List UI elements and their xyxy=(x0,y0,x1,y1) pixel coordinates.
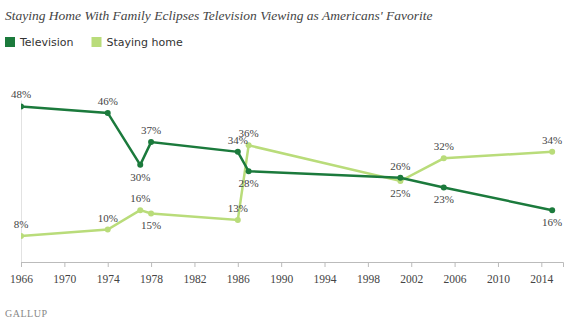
x-tick: 1994 xyxy=(314,262,337,285)
x-tick-mark xyxy=(281,262,282,267)
x-tick-label: 2002 xyxy=(400,273,423,285)
x-axis: 1966 1970 1974 1978 1982 1986 1990 1994 1998 2002… xyxy=(10,262,564,285)
x-tick: 2002 xyxy=(400,262,423,285)
x-tick-label: 1974 xyxy=(97,273,120,285)
data-label: 26% xyxy=(390,160,410,172)
x-tick-mark xyxy=(411,262,412,267)
data-label: 36% xyxy=(239,127,259,139)
x-tick: 1970 xyxy=(53,262,76,285)
point xyxy=(21,103,24,109)
x-tick-mark xyxy=(21,262,22,267)
x-tick: 1990 xyxy=(270,262,293,285)
x-tick: 2010 xyxy=(487,262,510,285)
data-label: 25% xyxy=(390,187,410,199)
data-label: 34% xyxy=(542,134,562,146)
legend-entry: Television xyxy=(5,36,74,49)
x-tick-label: 2010 xyxy=(487,273,510,285)
data-label: 28% xyxy=(239,177,259,189)
point xyxy=(549,207,555,213)
x-tick: 1982 xyxy=(183,262,206,285)
point xyxy=(105,110,111,116)
point xyxy=(148,210,154,216)
point xyxy=(21,233,24,239)
series-line xyxy=(21,106,552,210)
x-tick-label: 1982 xyxy=(183,273,206,285)
x-tick-label: 2014 xyxy=(530,273,553,285)
data-label: 37% xyxy=(141,124,161,136)
source: GALLUP xyxy=(5,308,47,319)
x-tick-label: 1970 xyxy=(53,273,76,285)
x-tick-mark xyxy=(368,262,369,267)
point xyxy=(137,207,143,213)
point xyxy=(235,217,241,223)
data-labels: 48% 46% 30% 37% 34% 28% 26% 23% 16% 8% 10% 16% 15% 13… xyxy=(11,88,562,231)
data-label: 10% xyxy=(98,212,118,224)
x-tick-mark xyxy=(151,262,152,267)
point xyxy=(441,184,447,190)
point xyxy=(441,155,447,161)
x-tick: 2014 xyxy=(530,262,553,285)
x-tick-mark xyxy=(541,262,542,267)
legend-entry: Staying home xyxy=(92,36,183,49)
legend-swatch xyxy=(5,37,15,47)
data-label: 16% xyxy=(130,192,150,204)
x-tick-label: 1986 xyxy=(227,273,250,285)
data-label: 23% xyxy=(434,193,454,205)
data-label: 15% xyxy=(141,219,161,231)
x-axis-line xyxy=(22,263,564,268)
point xyxy=(246,168,252,174)
title: Staying Home With Family Eclipses Televi… xyxy=(5,8,432,23)
x-tick-mark xyxy=(64,262,65,267)
point xyxy=(137,162,143,168)
plot-area xyxy=(21,103,555,239)
x-tick-label: 1990 xyxy=(270,273,293,285)
data-label: 30% xyxy=(130,171,150,183)
x-tick: 2006 xyxy=(444,262,467,285)
data-label: 16% xyxy=(542,216,562,228)
legend-label: Television xyxy=(19,36,74,49)
x-tick-mark xyxy=(194,262,195,267)
x-tick: 1978 xyxy=(140,262,163,285)
legend-swatch xyxy=(92,37,102,47)
x-tick-label: 2006 xyxy=(444,273,467,285)
data-label: 8% xyxy=(14,218,29,230)
x-tick-mark xyxy=(238,262,239,267)
point xyxy=(235,149,241,155)
x-tick: 1998 xyxy=(357,262,380,285)
point xyxy=(105,227,111,233)
data-label: 48% xyxy=(11,88,31,100)
x-tick-mark xyxy=(325,262,326,267)
x-tick-label: 1978 xyxy=(140,273,163,285)
x-tick-mark xyxy=(108,262,109,267)
point xyxy=(397,175,403,181)
series-line xyxy=(21,145,552,236)
x-tick-label: 1966 xyxy=(10,273,33,285)
data-label: 32% xyxy=(434,140,454,152)
x-tick-mark xyxy=(498,262,499,267)
x-tick-label: 1994 xyxy=(314,273,337,285)
data-label: 13% xyxy=(228,202,248,214)
x-tick-label: 1998 xyxy=(357,273,380,285)
x-tick: 1986 xyxy=(227,262,250,285)
point xyxy=(148,139,154,145)
x-tick: 1966 xyxy=(10,262,33,285)
chart: Staying Home With Family Eclipses Televi… xyxy=(0,0,576,324)
legend-label: Staying home xyxy=(107,36,183,49)
data-label: 46% xyxy=(98,95,118,107)
x-tick: 1974 xyxy=(97,262,120,285)
point xyxy=(549,149,555,155)
x-tick-mark xyxy=(455,262,456,267)
